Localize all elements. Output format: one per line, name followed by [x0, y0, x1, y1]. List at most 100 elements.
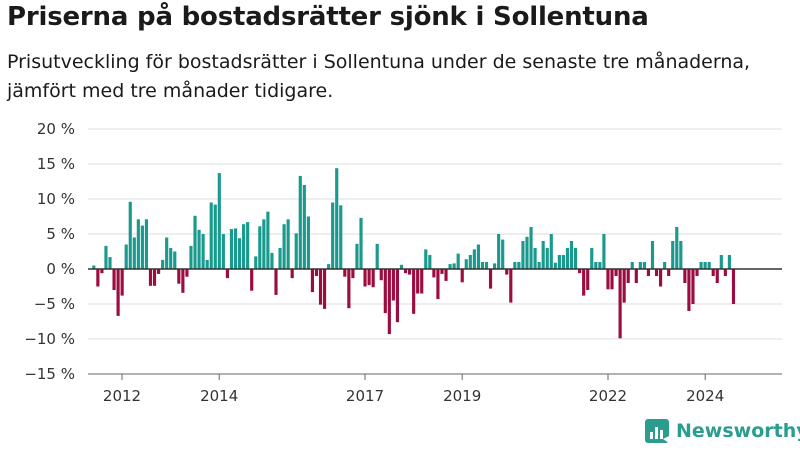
bar: [363, 269, 367, 287]
bar: [314, 269, 319, 276]
bar: [460, 269, 464, 283]
bar: [108, 257, 112, 269]
bar: [383, 269, 387, 314]
bar: [213, 204, 217, 269]
bar: [132, 237, 136, 269]
bar: [606, 269, 610, 290]
bar: [189, 245, 193, 269]
bar: [642, 262, 646, 269]
bar: [197, 229, 201, 269]
x-tick-label: 2017: [346, 387, 384, 405]
bars: [92, 168, 736, 339]
bar: [221, 234, 225, 269]
x-tick-label: 2019: [443, 387, 481, 405]
bar: [525, 236, 529, 269]
brand-name: Newsworthy: [676, 420, 800, 442]
bar: [347, 269, 351, 309]
newsworthy-logo-icon: [645, 419, 669, 443]
bar: [517, 262, 521, 269]
bar: [444, 269, 448, 281]
bar: [578, 269, 582, 274]
bar: [448, 264, 452, 269]
bar: [484, 262, 489, 269]
annotations: −5 %: [734, 0, 775, 4]
bar: [258, 226, 262, 269]
bar: [274, 269, 278, 295]
bar: [403, 269, 408, 274]
bar: [695, 269, 699, 276]
bar: [128, 201, 132, 269]
bar: [169, 248, 173, 269]
bar: [157, 269, 161, 274]
bar: [254, 256, 258, 269]
y-tick-label: −15 %: [24, 365, 75, 383]
bar: [120, 269, 124, 296]
bar: [436, 269, 440, 300]
bar: [569, 241, 574, 269]
bar: [290, 269, 294, 279]
bar: [715, 269, 719, 283]
bar: [294, 233, 298, 269]
bar: [440, 269, 444, 274]
bar: [327, 264, 331, 269]
bar: [638, 262, 642, 269]
bar: [598, 262, 602, 269]
bar: [452, 263, 456, 269]
bar: [318, 269, 323, 305]
bar: [513, 262, 517, 269]
bar: [549, 234, 553, 269]
bar: [509, 269, 513, 303]
bar: [298, 175, 302, 269]
bar: [699, 262, 703, 269]
bar: [573, 248, 578, 269]
bar: [335, 168, 339, 269]
bar: [152, 269, 157, 286]
y-tick-label: −5 %: [34, 295, 75, 313]
bar: [148, 269, 153, 286]
bar: [663, 262, 667, 269]
bar: [630, 262, 634, 269]
bar: [561, 255, 566, 269]
chart-title: Priserna på bostadsrätter sjönk i Sollen…: [7, 2, 649, 32]
bar: [242, 224, 246, 269]
bar: [424, 249, 428, 269]
bar: [177, 269, 181, 284]
bar: [719, 255, 723, 269]
bar: [355, 243, 359, 269]
bar: [582, 269, 586, 296]
bar: [667, 269, 671, 276]
bar: [306, 216, 310, 269]
bar: [711, 269, 715, 276]
bar: [286, 219, 290, 269]
bar: [590, 248, 594, 269]
bar: [626, 269, 630, 283]
bar: [343, 269, 347, 277]
bar: [691, 269, 695, 304]
bar: [193, 215, 197, 269]
bar: [233, 228, 238, 269]
x-tick-label: 2012: [103, 387, 141, 405]
x-tick-label: 2014: [200, 387, 238, 405]
bar: [387, 269, 391, 335]
bar: [270, 252, 274, 269]
bar: [237, 238, 242, 269]
y-tick-label: 20 %: [37, 120, 75, 138]
bar: [185, 269, 189, 277]
bar: [428, 255, 432, 269]
bar: [586, 269, 590, 290]
bar: [144, 219, 149, 269]
bar: [262, 219, 266, 269]
bar: [278, 248, 282, 269]
bar: [322, 269, 327, 309]
y-axis: 20 % 15 % 10 % 5 % 0 % −5 % −10 % −15 %: [24, 120, 75, 383]
bar: [209, 202, 213, 269]
bar: [646, 269, 651, 276]
bar: [634, 269, 638, 283]
bar: [480, 262, 485, 269]
bar: [104, 245, 108, 269]
bar: [683, 269, 687, 283]
bar: [545, 248, 549, 269]
bar: [703, 262, 707, 269]
brand: Newsworthy: [644, 418, 800, 444]
bar: [310, 269, 315, 293]
